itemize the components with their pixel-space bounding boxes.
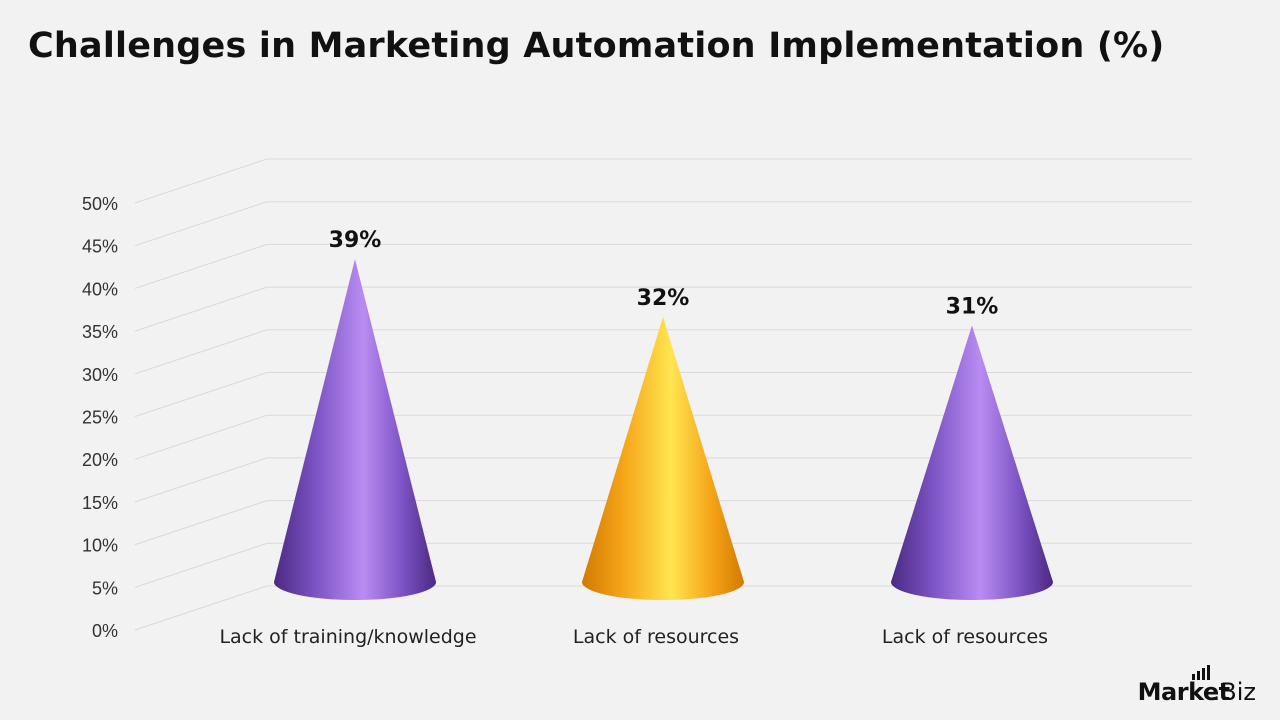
grid-diagonal: [134, 243, 268, 289]
x-category-label: Lack of resources: [882, 626, 1048, 648]
cone-base: [891, 564, 1053, 600]
cone-base: [582, 564, 744, 600]
grid-diagonal: [134, 329, 268, 375]
grid-diagonal: [134, 585, 268, 631]
cone-bar: [891, 325, 1053, 600]
data-label: 31%: [946, 294, 999, 319]
data-label: 39%: [329, 228, 382, 253]
cone-bar: [274, 259, 436, 600]
y-tick-label: 25%: [82, 408, 118, 428]
y-tick-label: 10%: [82, 536, 118, 556]
marketbiz-logo: Market .Biz: [1138, 665, 1256, 706]
x-category-label: Lack of resources: [573, 626, 739, 648]
cone-base: [274, 564, 436, 600]
logo-tld: .Biz: [1212, 678, 1256, 706]
cone-body: [582, 317, 744, 600]
grid-diagonal: [134, 414, 268, 460]
grid-diagonal: [134, 158, 268, 204]
logo-bars-icon: [1191, 665, 1212, 680]
data-labels: 39% 32% 31%: [329, 228, 999, 319]
grid-lines: [134, 158, 1192, 631]
logo-brand: Market: [1137, 678, 1230, 706]
grid-diagonal: [134, 457, 268, 503]
y-tick-label: 20%: [82, 450, 118, 470]
grid-diagonal: [134, 372, 268, 417]
chart-title: Challenges in Marketing Automation Imple…: [28, 26, 1165, 66]
cone-bar: [582, 317, 744, 600]
y-tick-label: 35%: [82, 322, 118, 342]
grid-diagonal: [134, 542, 268, 588]
y-tick-label: 50%: [82, 194, 118, 214]
data-label: 32%: [637, 286, 690, 311]
grid-diagonal: [134, 500, 268, 546]
x-axis-labels: Lack of training/knowledge Lack of resour…: [219, 626, 1048, 648]
cone-body: [891, 325, 1053, 600]
y-tick-label: 40%: [82, 279, 118, 299]
x-category-label: Lack of training/knowledge: [219, 626, 476, 648]
y-axis-ticks: 0% 5% 10% 15% 20% 25% 30% 35% 40% 45% 50%: [82, 194, 118, 641]
y-tick-label: 5%: [92, 578, 118, 598]
cone-body: [274, 259, 436, 600]
cones: [274, 259, 1053, 600]
y-tick-label: 45%: [82, 237, 118, 257]
y-tick-label: 15%: [82, 493, 118, 513]
grid-diagonal: [134, 286, 268, 332]
y-tick-label: 0%: [92, 621, 118, 641]
y-tick-label: 30%: [82, 365, 118, 385]
grid-diagonal: [134, 201, 268, 247]
